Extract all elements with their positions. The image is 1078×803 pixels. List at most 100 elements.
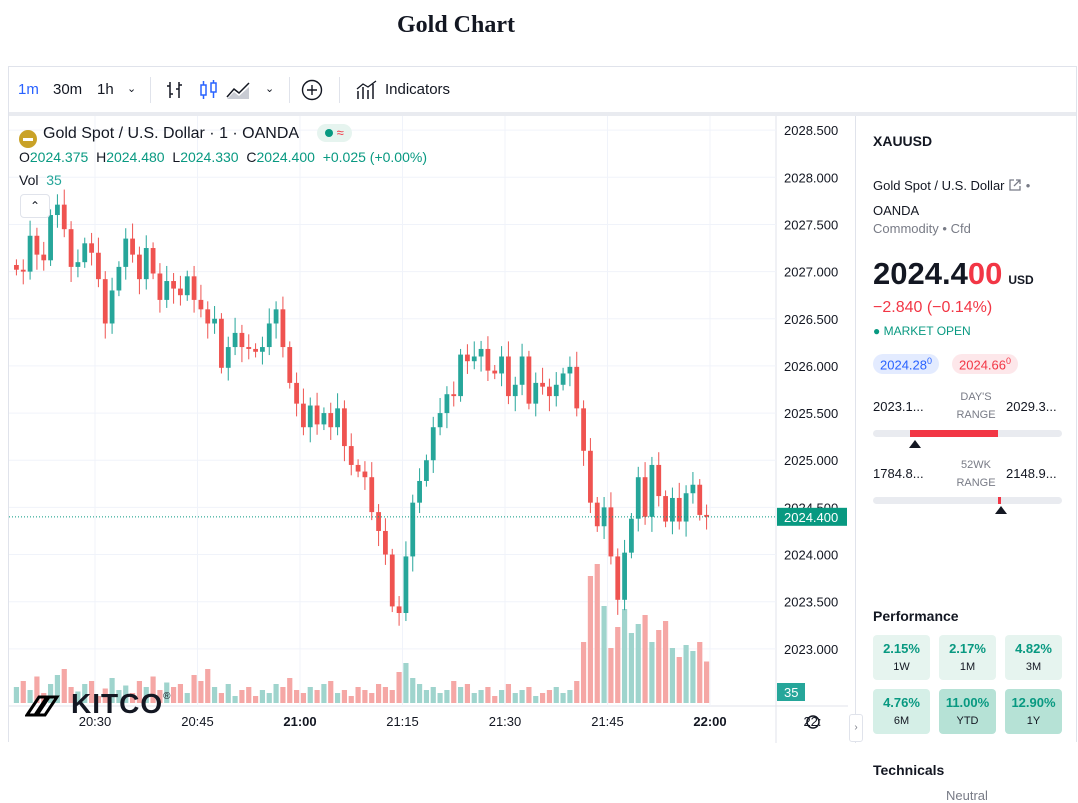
interval-30m-button[interactable]: 30m xyxy=(53,81,83,98)
settings-gear-icon[interactable] xyxy=(806,715,820,729)
volume-bar xyxy=(410,678,416,703)
candle-body xyxy=(321,413,327,425)
volume-bar xyxy=(211,687,218,703)
volume-bar xyxy=(690,651,696,703)
volume-bar xyxy=(88,681,95,703)
volume-bar xyxy=(334,693,341,703)
candle-body xyxy=(444,394,450,414)
candle-body xyxy=(89,243,94,253)
performance-period: YTD xyxy=(956,715,979,727)
volume-bar xyxy=(75,691,81,703)
volume-bar xyxy=(416,684,423,703)
candle-body xyxy=(553,384,559,397)
candle-body xyxy=(212,318,217,324)
add-symbol-icon[interactable] xyxy=(301,79,323,101)
price-tail: 00 xyxy=(967,256,1003,291)
sidebar-symbol[interactable]: XAUUSD xyxy=(873,133,933,149)
candle-body xyxy=(663,496,668,522)
candle-body xyxy=(383,530,388,555)
candle-body xyxy=(260,347,265,352)
toolbar-divider xyxy=(289,77,290,103)
sidebar-description: Gold Spot / U.S. Dollar • OANDA xyxy=(873,173,1063,223)
x-tick-label: 21:45 xyxy=(591,714,624,729)
candle-body xyxy=(649,464,655,517)
indicators-button[interactable]: Indicators xyxy=(385,81,451,98)
sidebar-toggle-button[interactable]: › xyxy=(849,714,863,742)
volume-bar xyxy=(47,684,54,703)
interval-1h-button[interactable]: 1h xyxy=(97,81,114,98)
candle-body xyxy=(123,238,129,267)
collapse-legend-button[interactable]: ⌃ xyxy=(20,194,50,218)
gold-symbol-icon: ▬ xyxy=(19,130,37,148)
volume-bar xyxy=(355,687,361,703)
performance-title: Performance xyxy=(873,608,959,624)
indicators-icon[interactable] xyxy=(355,79,379,101)
volume-bar xyxy=(314,690,320,703)
candle-body xyxy=(137,254,142,280)
volume-bar xyxy=(307,687,313,703)
52wk-range-title-1: 52WK xyxy=(961,459,991,471)
volume-bar xyxy=(430,687,436,703)
volume-bar xyxy=(485,687,491,703)
volume-label: Vol xyxy=(19,172,39,188)
last-price-label: 2024.400 xyxy=(784,510,838,525)
bar-chart-type-icon[interactable] xyxy=(164,79,186,101)
volume-bar xyxy=(587,576,594,703)
y-tick-label: 2024.000 xyxy=(784,548,838,563)
symbol-type: Cfd xyxy=(950,221,971,236)
volume-bar xyxy=(656,630,662,703)
52wk-range-marker-icon xyxy=(995,506,1007,514)
candle-body xyxy=(389,554,395,607)
candle-body xyxy=(328,413,334,428)
candle-body xyxy=(273,309,279,324)
candle-body xyxy=(492,370,498,374)
candles-chart-type-icon[interactable] xyxy=(198,79,220,101)
technicals-rating: Neutral xyxy=(946,788,988,803)
volume-bar xyxy=(150,676,156,703)
candle-body xyxy=(690,484,696,494)
volume-bar xyxy=(669,648,676,703)
52wk-range-title-2: RANGE xyxy=(956,477,996,489)
volume-bar xyxy=(280,687,286,703)
chevron-down-icon[interactable]: ⌄ xyxy=(127,83,137,95)
candle-body xyxy=(465,354,470,362)
candle-body xyxy=(499,356,504,374)
volume-bar xyxy=(567,690,573,703)
legend-symbol[interactable]: Gold Spot / U.S. Dollar · 1 · OANDA xyxy=(43,125,299,142)
candle-body xyxy=(478,348,484,357)
x-tick-label: 21:30 xyxy=(489,714,522,729)
candle-body xyxy=(697,484,703,515)
candle-body xyxy=(615,556,621,600)
volume-bar xyxy=(697,642,703,703)
market-status-pill: ≈ xyxy=(316,124,352,142)
volume-bar xyxy=(539,693,546,703)
ask-value: 2024.66 xyxy=(959,357,1006,373)
volume-bar xyxy=(403,663,409,703)
area-chart-type-icon[interactable] xyxy=(225,79,253,101)
volume-bar xyxy=(129,693,136,703)
external-link-icon[interactable] xyxy=(1008,178,1022,192)
volume-bar xyxy=(382,687,389,703)
volume-bar xyxy=(34,676,40,703)
volume-bar xyxy=(273,684,279,703)
candle-body xyxy=(451,394,457,397)
interval-1m-button[interactable]: 1m xyxy=(18,81,39,98)
volume-bar xyxy=(225,684,231,703)
day-range-fill xyxy=(910,430,998,437)
chart-area[interactable]: 2028.500 2028.000 2027.500 2027.000 2026.500… xyxy=(9,116,848,743)
performance-value: 2.17% xyxy=(949,641,986,656)
candle-body xyxy=(485,348,491,371)
candle-body xyxy=(437,413,443,428)
volume-bar xyxy=(82,684,88,703)
candle-body xyxy=(157,273,163,300)
candle-body xyxy=(287,347,293,383)
candle-body xyxy=(410,502,416,557)
y-tick-label: 2023.500 xyxy=(784,595,838,610)
performance-value: 4.76% xyxy=(883,695,920,710)
candlestick-chart[interactable]: 2028.500 2028.000 2027.500 2027.000 2026.500… xyxy=(9,116,848,743)
volume-bar xyxy=(246,687,252,703)
chevron-down-icon[interactable]: ⌄ xyxy=(265,83,275,95)
candle-body xyxy=(369,477,375,513)
x-tick-label: 20:30 xyxy=(79,714,112,729)
day-range-bar xyxy=(873,430,1062,437)
